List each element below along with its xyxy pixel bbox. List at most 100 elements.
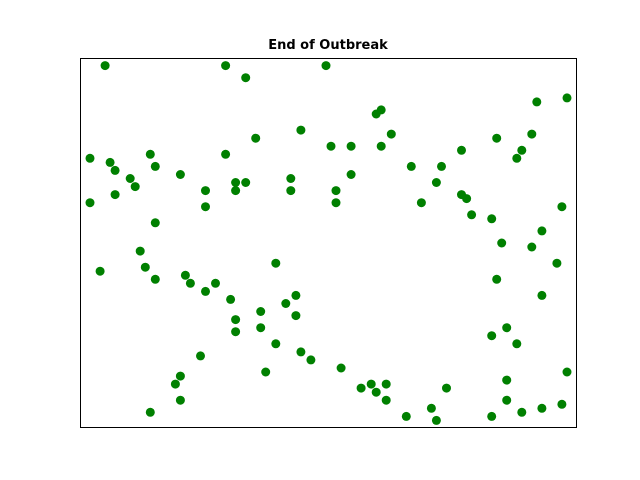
scatter-point-38 — [145, 407, 155, 417]
scatter-point-91 — [286, 186, 296, 196]
scatter-point-74 — [552, 258, 562, 268]
scatter-point-17 — [241, 178, 251, 187]
scatter-point-48 — [306, 355, 316, 365]
scatter-point-6 — [110, 165, 120, 175]
scatter-point-37 — [175, 395, 185, 405]
scatter-point-59 — [487, 411, 497, 421]
scatter-point-81 — [457, 145, 466, 155]
scatter-point-73 — [527, 242, 537, 252]
scatter-point-20 — [231, 186, 241, 196]
scatter-point-94 — [346, 170, 356, 179]
scatter-point-27 — [180, 270, 190, 280]
scatter-point-35 — [175, 371, 185, 381]
chart-title: End of Outbreak — [268, 38, 388, 53]
scatter-point-0 — [100, 61, 110, 71]
scatter-point-33 — [231, 327, 241, 337]
scatter-point-9 — [110, 190, 120, 200]
scatter-point-95 — [386, 129, 396, 139]
scatter-point-43 — [281, 299, 291, 308]
scatter-point-29 — [185, 278, 195, 288]
scatter-point-49 — [336, 363, 346, 373]
scatter-point-61 — [487, 331, 497, 341]
scatter-point-77 — [527, 129, 537, 139]
scatter-point-25 — [95, 266, 105, 276]
plot-points — [85, 61, 572, 425]
scatter-point-2 — [321, 61, 331, 71]
scatter-point-5 — [105, 157, 115, 167]
scatter-point-96 — [431, 178, 441, 187]
scatter-point-41 — [256, 307, 266, 316]
scatter-point-24 — [140, 262, 150, 272]
scatter-point-88 — [326, 141, 336, 151]
scatter-point-45 — [271, 339, 281, 349]
scatter-point-78 — [517, 145, 527, 155]
scatter-point-15 — [231, 178, 241, 187]
scatter-point-101 — [557, 202, 567, 212]
scatter-point-60 — [502, 395, 512, 405]
scatter-point-76 — [562, 93, 572, 103]
scatter-point-75 — [532, 97, 542, 107]
scatter-point-67 — [512, 339, 522, 349]
scatter-point-72 — [497, 238, 507, 248]
scatter-point-68 — [502, 323, 512, 333]
scatter-point-11 — [145, 149, 155, 159]
scatter-point-28 — [201, 286, 210, 296]
scatter-point-55 — [401, 411, 411, 421]
scatter-point-22 — [150, 218, 160, 228]
scatter-point-70 — [492, 274, 502, 284]
scatter-point-57 — [442, 383, 451, 393]
scatter-point-99 — [467, 210, 477, 220]
scatter-point-14 — [201, 186, 210, 196]
scatter-point-10 — [85, 198, 95, 208]
scatter-point-23 — [135, 246, 145, 256]
plot-frame — [80, 58, 577, 428]
scatter-point-42 — [291, 311, 301, 321]
scatter-point-63 — [517, 407, 527, 417]
scatter-point-54 — [381, 395, 391, 405]
scatter-point-16 — [221, 149, 231, 159]
scatter-point-84 — [406, 161, 416, 171]
scatter-point-92 — [331, 198, 341, 208]
scatter-point-36 — [170, 379, 180, 389]
scatter-point-89 — [296, 125, 306, 135]
scatter-point-86 — [371, 109, 381, 119]
scatter-point-65 — [562, 367, 572, 377]
scatter-point-66 — [557, 399, 567, 409]
scatter-point-8 — [130, 182, 140, 192]
scatter-point-50 — [356, 383, 366, 393]
scatter-point-40 — [291, 290, 301, 300]
scatter-point-53 — [381, 379, 391, 389]
scatter-point-12 — [150, 161, 160, 171]
scatter-point-18 — [251, 133, 261, 143]
scatter-point-87 — [346, 141, 356, 151]
scatter-point-100 — [537, 226, 547, 236]
scatter-point-62 — [502, 375, 512, 385]
scatter-point-13 — [175, 170, 185, 179]
scatter-point-58 — [431, 415, 441, 425]
scatter-point-64 — [537, 403, 547, 413]
scatter-point-83 — [416, 198, 426, 208]
scatter-point-90 — [286, 174, 296, 183]
scatter-point-30 — [211, 278, 220, 288]
scatter-point-51 — [366, 379, 376, 389]
scatter-point-21 — [201, 202, 210, 212]
scatter-point-7 — [125, 174, 135, 183]
scatter-point-39 — [271, 258, 281, 268]
scatter-point-82 — [437, 161, 446, 171]
scatter-point-52 — [371, 387, 381, 397]
scatter-point-31 — [226, 294, 236, 304]
scatter-point-79 — [512, 153, 522, 163]
scatter-point-26 — [150, 274, 160, 284]
scatter-point-1 — [221, 61, 231, 71]
scatter-point-32 — [231, 315, 241, 325]
scatter-point-46 — [261, 367, 271, 377]
scatter-point-71 — [487, 214, 497, 224]
scatter-point-98 — [462, 194, 472, 204]
scatter-point-34 — [196, 351, 205, 361]
scatter-point-56 — [426, 403, 436, 413]
scatter-point-80 — [492, 133, 502, 143]
scatter-point-3 — [376, 141, 386, 151]
scatter-point-4 — [85, 153, 95, 163]
scatter-point-47 — [296, 347, 306, 357]
